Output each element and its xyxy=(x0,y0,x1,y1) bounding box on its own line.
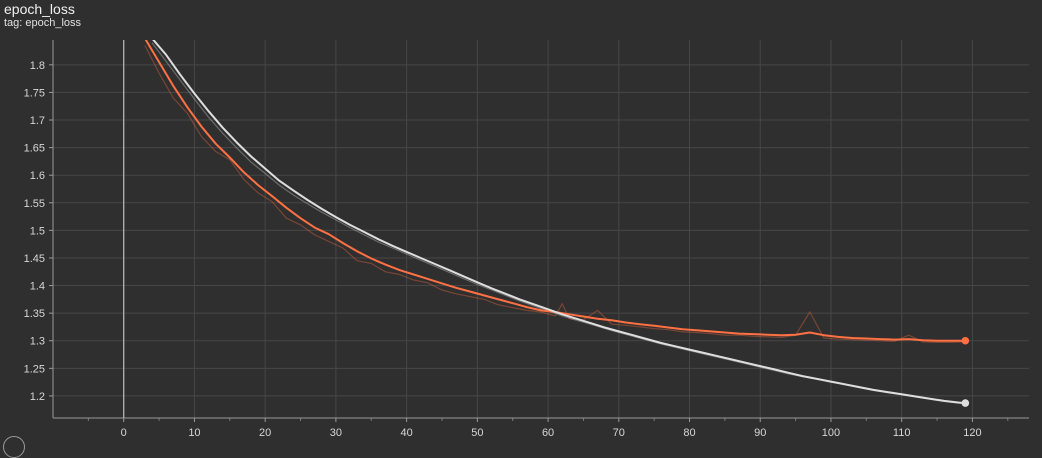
y-tick-label: 1.25 xyxy=(24,363,45,375)
x-tick-label: 70 xyxy=(613,427,625,439)
series-1-smoothed-line xyxy=(152,40,966,405)
series-0-raw-line xyxy=(144,45,966,343)
series-0-end-point xyxy=(961,336,970,345)
y-tick-label: 1.35 xyxy=(24,308,45,320)
y-tick-label: 1.45 xyxy=(24,253,45,265)
x-tick-label: 50 xyxy=(471,427,483,439)
x-tick-label: 40 xyxy=(400,427,412,439)
x-tick-label: 30 xyxy=(330,427,342,439)
chart-subtitle: tag: epoch_loss xyxy=(4,17,82,29)
y-tick-label: 1.75 xyxy=(24,87,45,99)
y-tick-label: 1.7 xyxy=(30,115,45,127)
series-1-end-point xyxy=(961,399,970,407)
y-tick-label: 1.55 xyxy=(24,198,45,210)
circle-icon[interactable] xyxy=(3,436,25,458)
series-0-smoothed-line xyxy=(144,40,966,342)
x-tick-label: 100 xyxy=(822,427,840,439)
x-tick-label: 20 xyxy=(259,427,271,439)
y-tick-label: 1.6 xyxy=(30,170,45,182)
x-tick-label: 10 xyxy=(188,427,200,439)
x-tick-label: 60 xyxy=(542,427,554,439)
x-tick-label: 0 xyxy=(121,427,127,439)
y-tick-label: 1.3 xyxy=(30,336,45,348)
x-tick-label: 80 xyxy=(683,427,695,439)
x-tick-label: 110 xyxy=(893,427,911,439)
y-tick-label: 1.8 xyxy=(30,60,45,72)
chart-title: epoch_loss xyxy=(4,1,75,17)
y-tick-label: 1.2 xyxy=(30,391,45,403)
y-tick-label: 1.65 xyxy=(24,143,45,155)
y-tick-label: 1.5 xyxy=(30,225,45,237)
y-tick-label: 1.4 xyxy=(30,281,45,293)
x-tick-label: 120 xyxy=(963,427,981,439)
loss-line-chart: 0 10 20 30 40 50 60 70 80 90 100 110 120 1.2 1.25 1.3 1.… xyxy=(24,40,1029,439)
x-tick-label: 90 xyxy=(754,427,766,439)
series-1-raw-line xyxy=(151,42,966,405)
